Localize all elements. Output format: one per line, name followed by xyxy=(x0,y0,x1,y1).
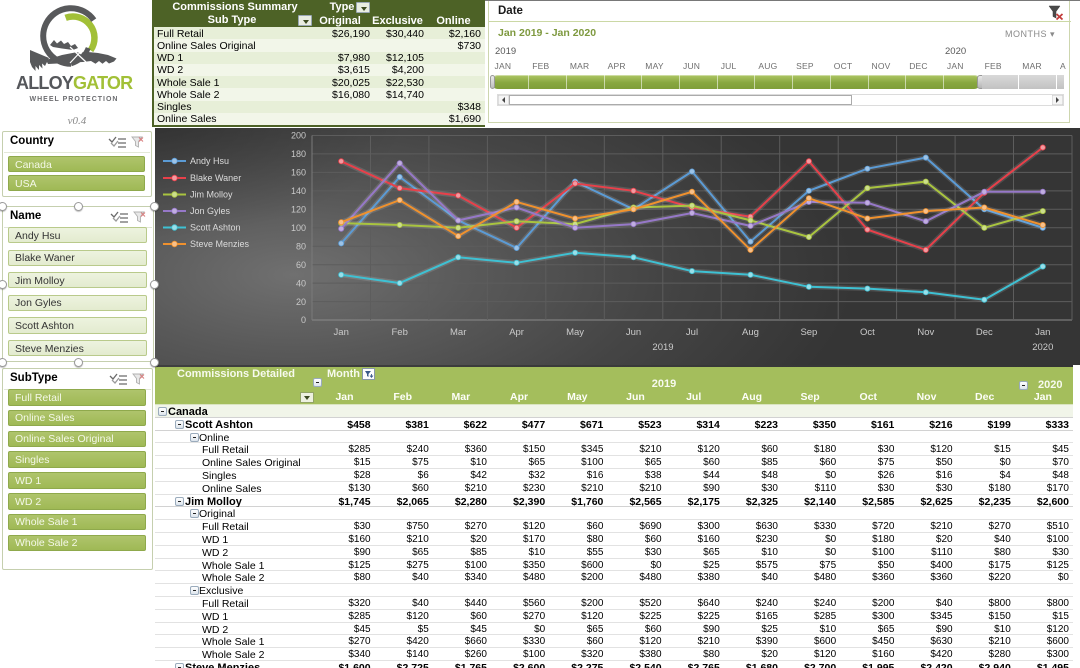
svg-text:2019: 2019 xyxy=(652,342,673,353)
svg-text:Feb: Feb xyxy=(392,327,408,338)
svg-text:0: 0 xyxy=(301,315,306,325)
svg-text:Aug: Aug xyxy=(742,327,759,338)
svg-text:120: 120 xyxy=(291,205,306,215)
svg-text:140: 140 xyxy=(291,186,306,196)
svg-text:Dec: Dec xyxy=(976,327,993,338)
svg-text:Sep: Sep xyxy=(800,327,817,338)
svg-text:Oct: Oct xyxy=(860,327,875,338)
svg-text:Jan: Jan xyxy=(334,327,349,338)
svg-text:Jon Gyles: Jon Gyles xyxy=(190,206,231,216)
svg-text:ALLOYGATOR: ALLOYGATOR xyxy=(16,73,133,93)
svg-text:80: 80 xyxy=(296,241,306,251)
svg-text:200: 200 xyxy=(291,131,306,141)
svg-text:Mar: Mar xyxy=(450,327,466,338)
svg-text:Scott Ashton: Scott Ashton xyxy=(190,223,241,233)
svg-text:WHEEL PROTECTION: WHEEL PROTECTION xyxy=(30,96,119,103)
svg-text:20: 20 xyxy=(296,297,306,307)
svg-text:40: 40 xyxy=(296,278,306,288)
svg-text:60: 60 xyxy=(296,260,306,270)
svg-text:Blake Waner: Blake Waner xyxy=(190,173,241,183)
svg-text:Andy Hsu: Andy Hsu xyxy=(190,156,229,166)
svg-text:Jun: Jun xyxy=(626,327,641,338)
svg-text:160: 160 xyxy=(291,168,306,178)
svg-text:Nov: Nov xyxy=(917,327,934,338)
svg-text:Jan: Jan xyxy=(1035,327,1050,338)
svg-text:180: 180 xyxy=(291,149,306,159)
svg-text:May: May xyxy=(566,327,584,338)
svg-text:100: 100 xyxy=(291,223,306,233)
svg-text:2020: 2020 xyxy=(1032,342,1053,353)
svg-text:Apr: Apr xyxy=(509,327,524,338)
svg-text:Jul: Jul xyxy=(686,327,698,338)
svg-text:Jim Molloy: Jim Molloy xyxy=(190,190,233,200)
svg-text:Steve Menzies: Steve Menzies xyxy=(190,239,250,249)
svg-text:v0.4: v0.4 xyxy=(68,115,87,127)
